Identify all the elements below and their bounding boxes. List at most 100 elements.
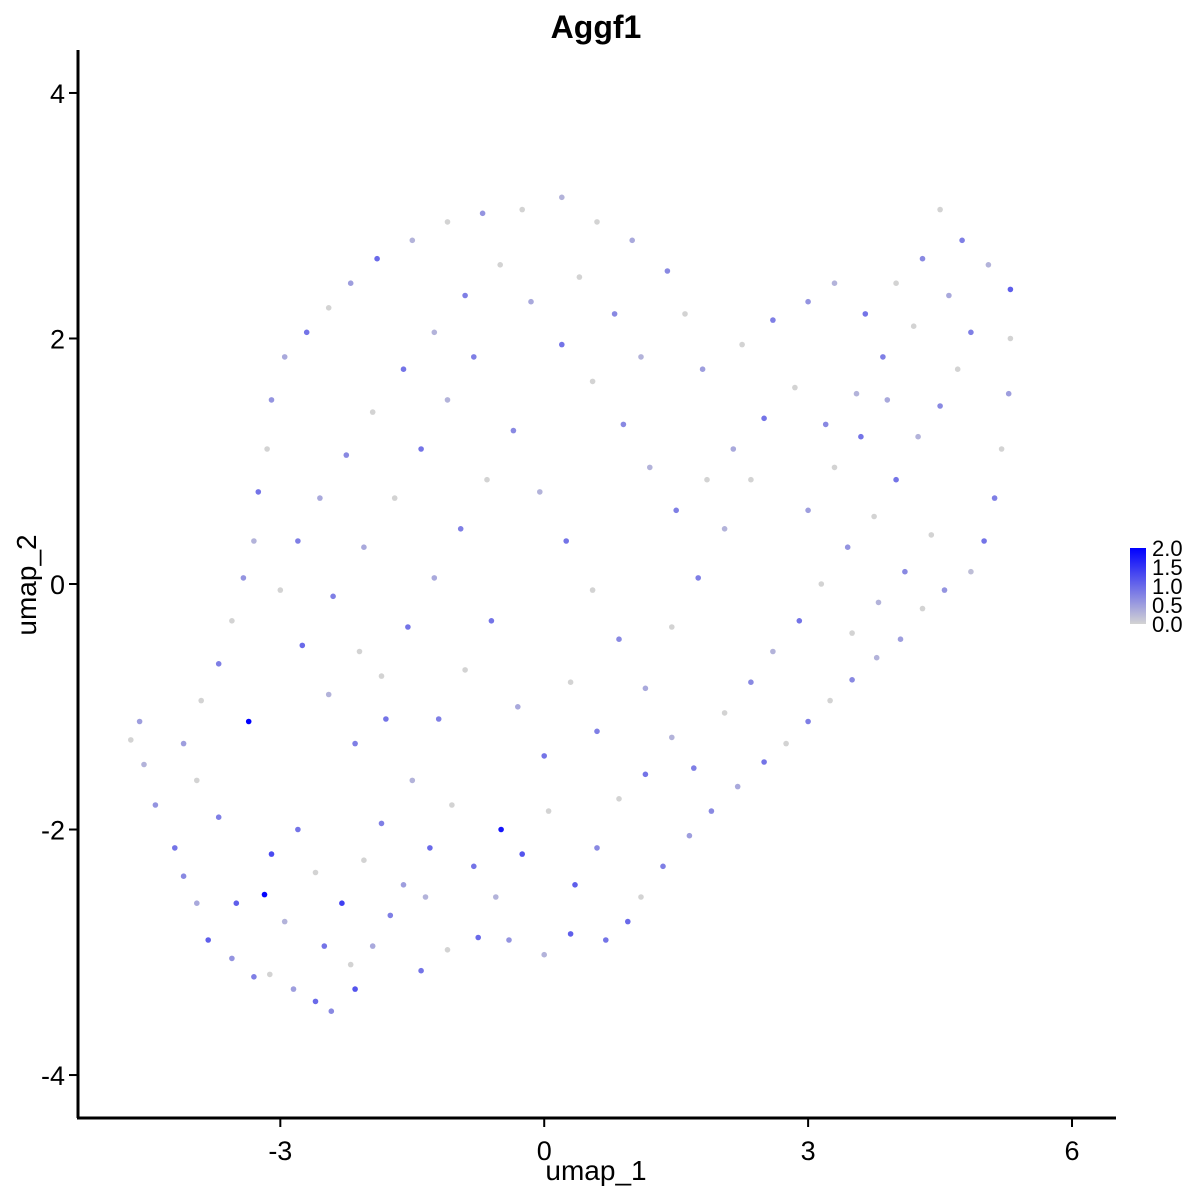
colorbar-tick-label: 1.0 xyxy=(1152,574,1183,599)
cell-point xyxy=(328,1008,335,1014)
cell-point xyxy=(616,796,622,802)
cell-point xyxy=(449,802,455,808)
cell-point xyxy=(267,971,273,978)
cell-point xyxy=(910,323,917,330)
cell-point xyxy=(968,329,974,336)
cell-point xyxy=(498,826,504,833)
cell-point xyxy=(937,206,943,213)
cell-point xyxy=(343,452,350,458)
x-ticks: -3 0 3 6 xyxy=(268,1118,1080,1166)
cell-point xyxy=(471,354,477,360)
cell-point xyxy=(361,544,367,550)
cell-point xyxy=(567,679,574,685)
x-axis-title: umap_1 xyxy=(545,1155,646,1186)
x-tick-label: 0 xyxy=(537,1136,552,1166)
cell-point xyxy=(303,329,310,336)
cell-point xyxy=(796,618,803,624)
cell-point xyxy=(484,476,490,483)
cell-point xyxy=(748,679,754,685)
cell-point xyxy=(488,618,495,624)
cell-point xyxy=(405,624,411,630)
cell-point xyxy=(391,495,398,501)
cell-point xyxy=(805,298,811,305)
cell-point xyxy=(805,718,811,725)
cell-point xyxy=(215,814,222,820)
cell-point xyxy=(897,636,904,642)
cell-point xyxy=(479,210,486,217)
cell-point xyxy=(770,317,776,323)
cell-point xyxy=(603,937,609,943)
cell-point xyxy=(880,354,886,360)
cell-point xyxy=(387,912,394,919)
cell-point xyxy=(352,986,358,992)
cell-point xyxy=(180,873,187,879)
colorbar-tick-label: 0.5 xyxy=(1152,593,1183,618)
cell-point xyxy=(695,575,701,581)
colorbar-ticks: 0.00.51.01.52.0 xyxy=(1152,536,1183,637)
cell-point xyxy=(409,777,416,784)
cell-point xyxy=(981,538,987,544)
points-layer xyxy=(128,194,1014,1014)
cell-point xyxy=(245,718,252,725)
cell-point xyxy=(620,421,627,428)
cell-point xyxy=(295,826,301,833)
cell-point xyxy=(822,421,829,428)
cell-point xyxy=(873,654,880,661)
y-axis-title: umap_2 xyxy=(11,534,42,635)
cell-point xyxy=(669,624,675,630)
cell-point xyxy=(409,237,416,244)
cell-point xyxy=(844,544,851,550)
x-tick-label: 6 xyxy=(1065,1136,1080,1166)
cell-point xyxy=(128,737,134,743)
cell-point xyxy=(281,354,288,360)
cell-point xyxy=(783,740,789,747)
cell-point xyxy=(682,311,688,317)
cell-point xyxy=(1007,286,1014,293)
cell-point xyxy=(902,568,908,575)
x-tick-label: 3 xyxy=(801,1136,816,1166)
cell-point xyxy=(361,857,367,863)
cell-point xyxy=(369,943,376,949)
cell-point xyxy=(180,740,187,747)
cell-point xyxy=(347,961,354,968)
cell-point xyxy=(875,599,882,606)
cell-point xyxy=(563,538,569,544)
colorbar-tick-label: 1.5 xyxy=(1152,555,1183,580)
cell-point xyxy=(629,237,635,244)
cell-point xyxy=(638,354,644,360)
colorbar-tick-label: 2.0 xyxy=(1152,536,1183,561)
cell-point xyxy=(215,661,222,667)
cell-point xyxy=(708,808,715,814)
cell-point xyxy=(594,845,600,851)
cell-point xyxy=(172,845,178,851)
cell-point xyxy=(264,446,270,452)
cell-point xyxy=(915,433,921,440)
cell-point xyxy=(506,937,512,943)
cell-point xyxy=(831,280,838,287)
cell-point xyxy=(673,507,679,514)
cell-point xyxy=(383,716,389,722)
y-tick-label: -4 xyxy=(41,1061,65,1091)
cell-point xyxy=(268,851,275,857)
cell-point xyxy=(616,636,622,642)
cell-point xyxy=(642,685,649,692)
cell-point xyxy=(919,605,926,612)
cell-point xyxy=(968,568,974,575)
cell-point xyxy=(299,642,306,649)
cell-point xyxy=(805,507,811,514)
cell-point xyxy=(471,863,477,870)
cell-point xyxy=(959,237,965,244)
cell-point xyxy=(493,894,499,900)
cell-point xyxy=(312,869,319,876)
cell-point xyxy=(638,894,644,900)
cell-point xyxy=(194,777,200,784)
cell-point xyxy=(462,292,468,299)
cell-point xyxy=(647,464,653,471)
cell-point xyxy=(792,384,798,391)
cell-point xyxy=(295,538,301,544)
cell-point xyxy=(827,697,833,704)
cell-point xyxy=(528,298,534,305)
colorbar-tick-label: 0.0 xyxy=(1152,612,1183,637)
cell-point xyxy=(369,409,376,415)
cell-point xyxy=(431,329,438,336)
